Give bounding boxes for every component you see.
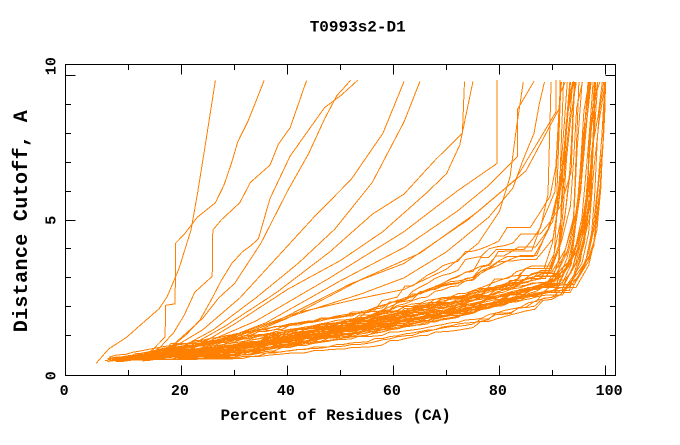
- svg-text:10: 10: [43, 57, 60, 75]
- svg-text:T0993s2-D1: T0993s2-D1: [310, 19, 406, 37]
- svg-text:20: 20: [171, 383, 189, 400]
- svg-text:0: 0: [43, 371, 60, 380]
- svg-text:40: 40: [277, 383, 295, 400]
- svg-text:80: 80: [489, 383, 507, 400]
- svg-text:Percent of Residues (CA): Percent of Residues (CA): [220, 407, 450, 425]
- svg-text:60: 60: [383, 383, 401, 400]
- svg-text:Distance Cutoff, A: Distance Cutoff, A: [11, 110, 34, 332]
- svg-text:0: 0: [60, 383, 69, 400]
- svg-text:100: 100: [596, 383, 623, 400]
- svg-text:5: 5: [43, 216, 60, 225]
